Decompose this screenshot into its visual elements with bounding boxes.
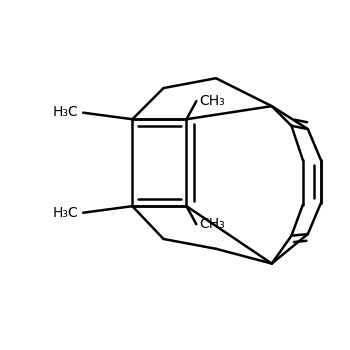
Text: H₃C: H₃C bbox=[52, 206, 78, 220]
Text: CH₃: CH₃ bbox=[199, 93, 225, 107]
Text: CH₃: CH₃ bbox=[199, 217, 225, 231]
Text: H₃C: H₃C bbox=[52, 105, 78, 119]
